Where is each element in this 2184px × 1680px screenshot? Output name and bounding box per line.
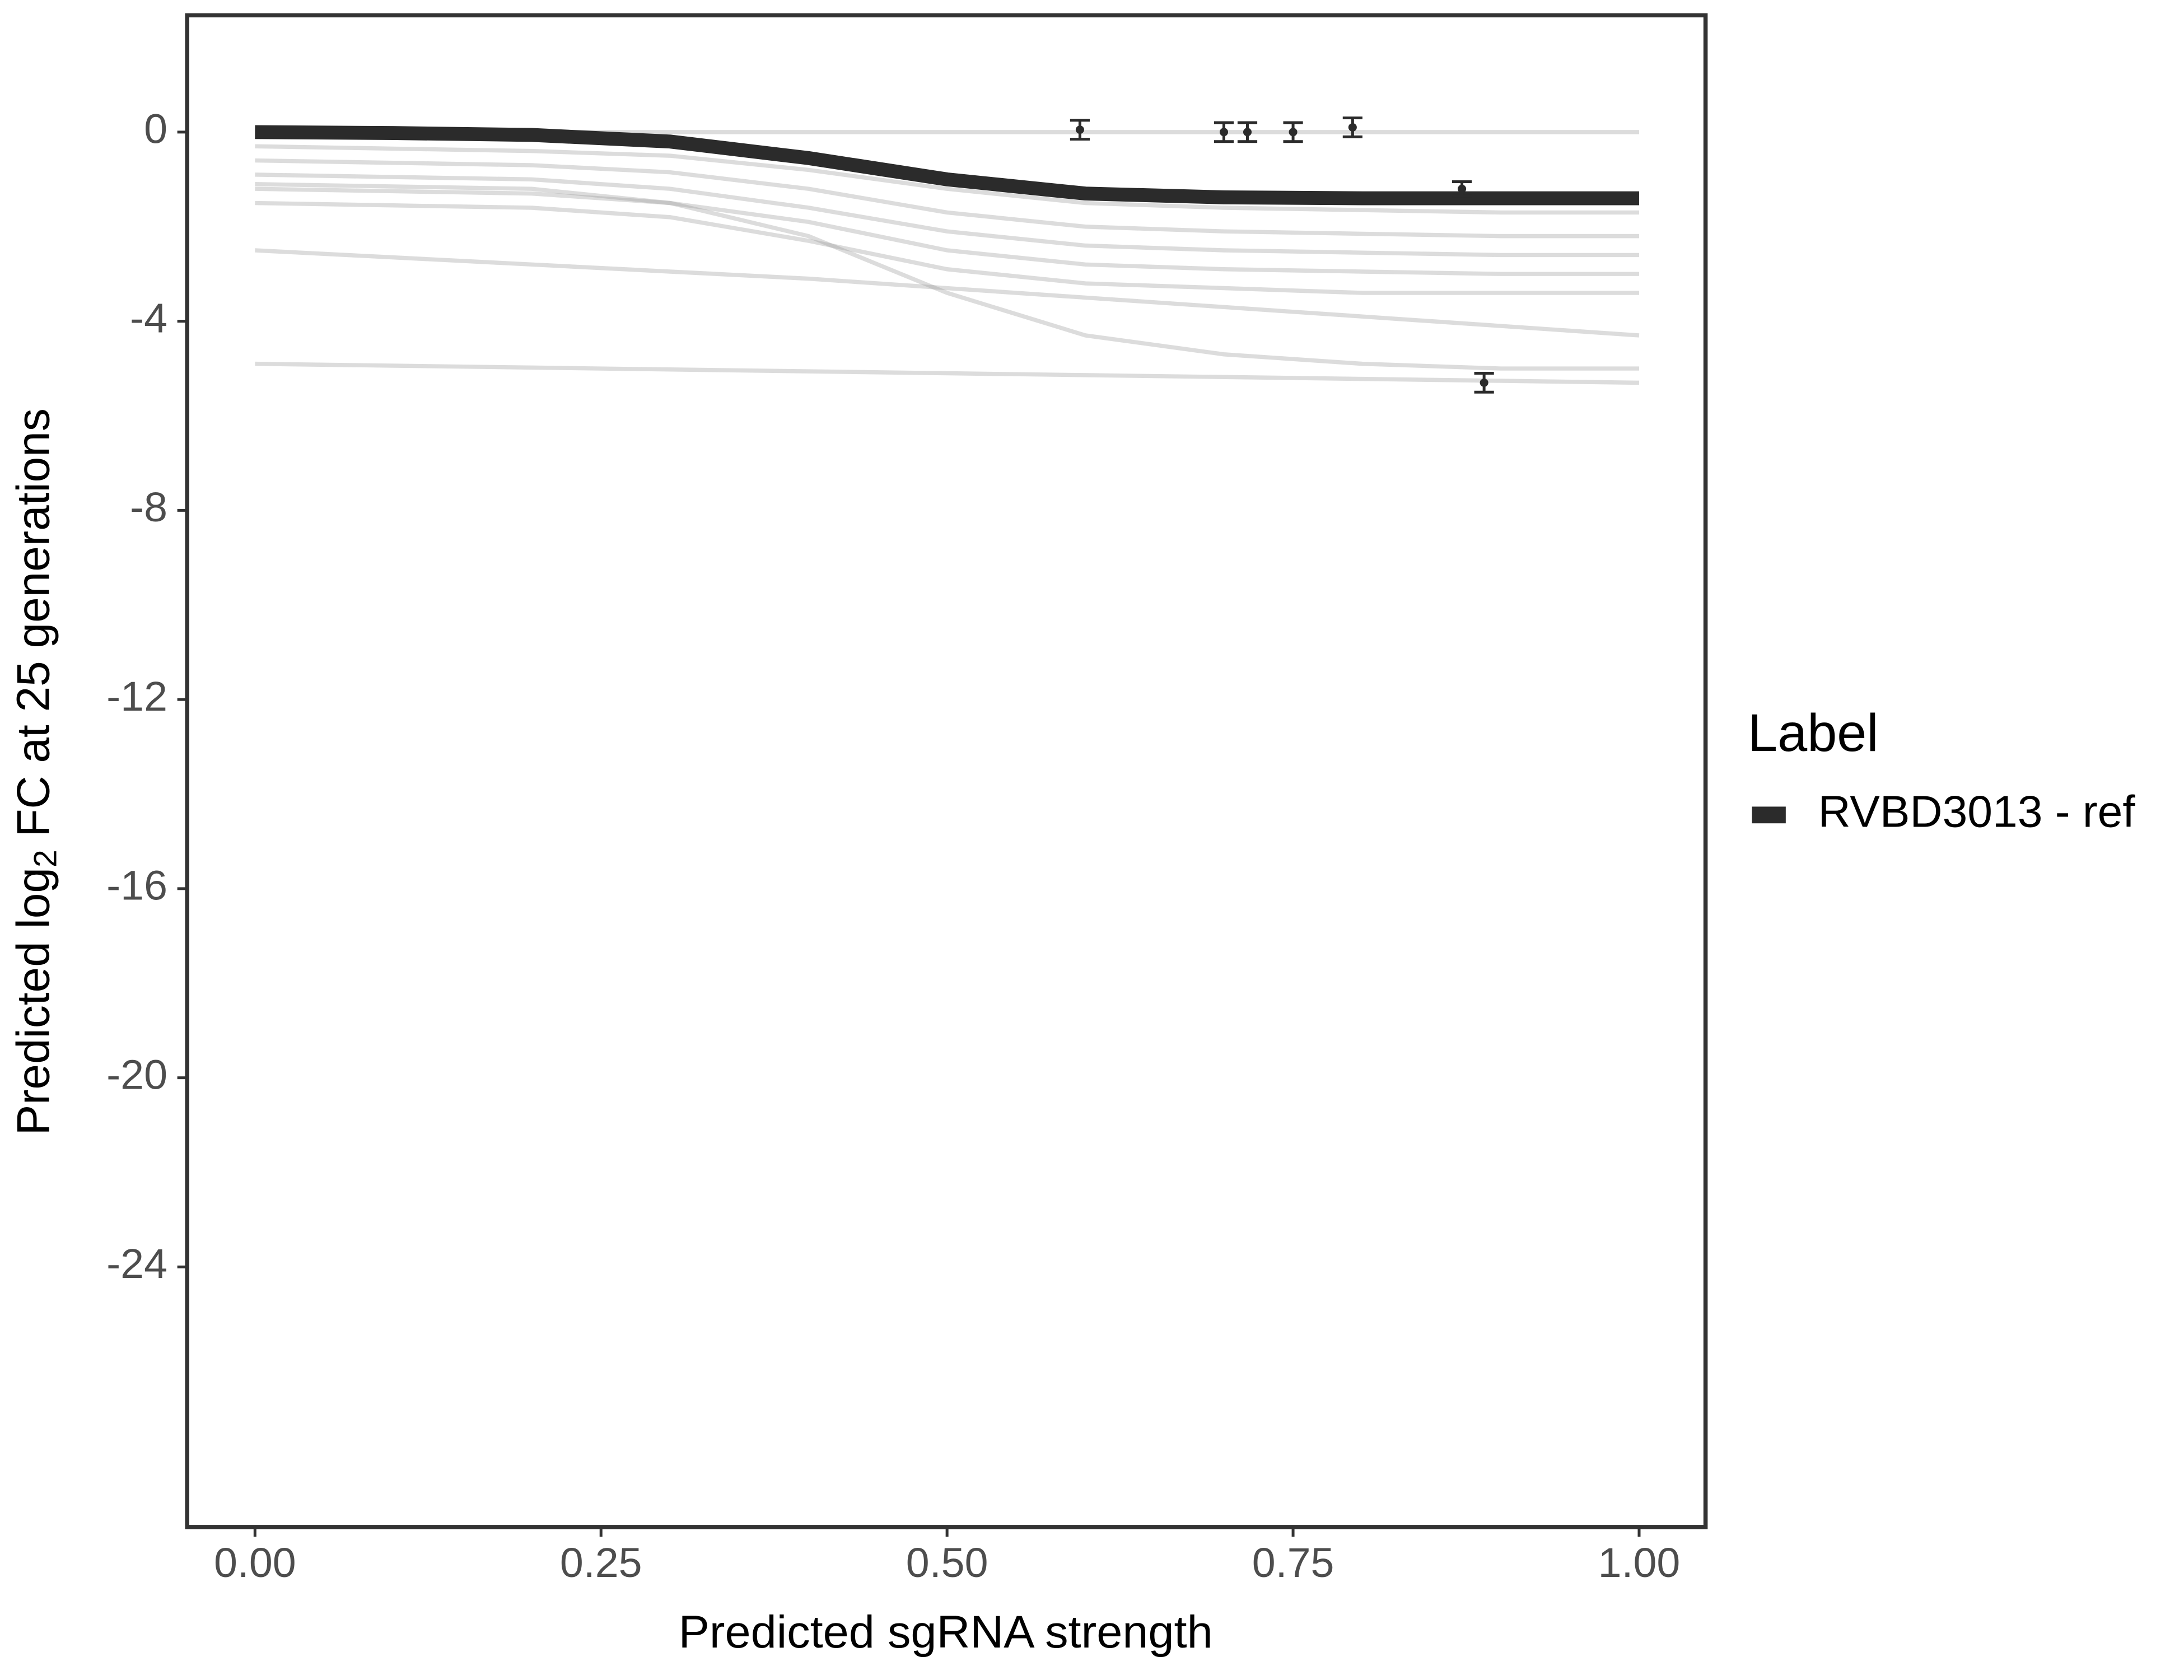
point [1219,128,1229,137]
y-tick-label: -12 [106,673,167,720]
posterior-line [255,186,1639,276]
legend-title: Label [1748,704,1879,763]
y-axis-title-prefix: Predicted log [7,867,59,1135]
y-tick-label: -16 [106,862,167,909]
posterior-line [255,158,1639,239]
posterior-line [255,144,1639,215]
posterior-line [255,361,1640,385]
point [1348,123,1357,132]
legend-label: RVBD3013 - ref [1818,787,2136,836]
point [1458,184,1467,193]
panel-border [185,13,1708,1529]
point [1289,128,1298,137]
posterior-line [255,172,1639,258]
point [1243,128,1252,137]
x-tick-label: 0.75 [1252,1539,1334,1586]
y-axis-title-subscript: 2 [27,850,63,867]
x-tick-label: 1.00 [1598,1539,1681,1586]
posterior-line [255,248,1640,338]
series-line [255,125,1639,206]
y-tick-label: -4 [130,295,167,342]
legend-key [1752,806,1786,824]
posterior-line [255,182,1639,371]
point [1075,125,1084,134]
posterior-line [255,200,1639,295]
y-tick-label: -8 [130,483,167,530]
y-tick-label: -24 [106,1240,167,1287]
x-tick-label: 0.25 [560,1539,642,1586]
y-axis-title-suffix: FC at 25 generations [7,408,59,850]
y-tick-label: -20 [106,1051,167,1098]
x-tick-label: 0.00 [214,1539,296,1586]
x-tick-label: 0.50 [906,1539,988,1586]
point [1480,378,1488,387]
y-tick-label: 0 [144,105,167,152]
y-axis-title: Predicted log2 FC at 25 generations [7,408,64,1135]
x-axis-title: Predicted sgRNA strength [679,1607,1213,1658]
